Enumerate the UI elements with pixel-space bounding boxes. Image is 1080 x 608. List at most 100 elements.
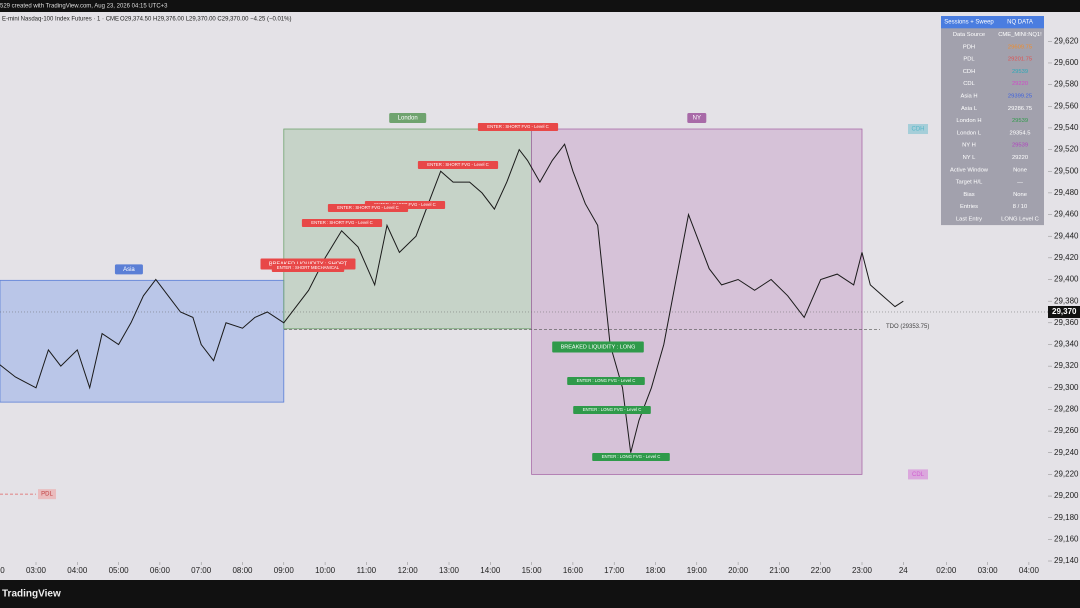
x-tick-label: 08:00 bbox=[232, 566, 253, 575]
level-label: CDL bbox=[912, 472, 925, 478]
table-head-bg bbox=[941, 16, 1044, 29]
x-tick-label: 24 bbox=[899, 566, 908, 575]
x-tick-label: 16:00 bbox=[563, 566, 584, 575]
table-value: 29539 bbox=[1012, 69, 1028, 75]
session-label: NY bbox=[693, 116, 701, 122]
x-tick-label: 12:00 bbox=[398, 566, 419, 575]
session-box bbox=[283, 128, 532, 330]
level-tag bbox=[908, 124, 928, 135]
table-value: 29220 bbox=[1012, 81, 1028, 87]
y-tick-label: 29,460 bbox=[1054, 210, 1079, 219]
x-tick-label: 09:00 bbox=[274, 566, 295, 575]
x-tick-label: 02:00 bbox=[936, 566, 957, 575]
table-key: Bias bbox=[963, 192, 974, 198]
x-tick-label: 23:00 bbox=[852, 566, 873, 575]
table-key: PDL bbox=[963, 57, 975, 63]
signal-tag bbox=[417, 161, 499, 169]
signal-tag bbox=[567, 377, 645, 385]
y-tick-label: 29,600 bbox=[1054, 58, 1079, 67]
table-value: None bbox=[1013, 167, 1027, 173]
signal-label: ENTER : SHORT MECHANICAL bbox=[277, 265, 340, 270]
table-key: Data Source bbox=[953, 32, 985, 38]
bottom-bar bbox=[0, 580, 1080, 608]
table-value: — bbox=[1017, 180, 1023, 186]
table-value: 29539 bbox=[1012, 143, 1028, 149]
y-tick-label: 29,220 bbox=[1054, 470, 1079, 479]
session-tag bbox=[687, 113, 707, 124]
x-tick-label: 20:00 bbox=[728, 566, 749, 575]
session-tag bbox=[114, 264, 143, 275]
y-tick-label: 29,440 bbox=[1054, 231, 1079, 240]
signal-tag bbox=[477, 123, 559, 131]
signal-label: ENTER : SHORT FVG - Level C bbox=[427, 162, 488, 167]
caption: 529 created with TradingView.com, Aug 23… bbox=[0, 4, 168, 10]
brand: TradingView bbox=[2, 589, 61, 600]
x-tick-label: 13:00 bbox=[439, 566, 460, 575]
level-label: PDL bbox=[41, 492, 53, 498]
table-key: PDH bbox=[963, 44, 975, 50]
y-tick-label: 29,200 bbox=[1054, 491, 1079, 500]
level-label: TDO (29353.75) bbox=[886, 324, 929, 330]
x-tick-label: 11:00 bbox=[357, 566, 377, 575]
y-tick-label: 29,480 bbox=[1054, 188, 1079, 197]
table-value: 29399.25 bbox=[1008, 93, 1032, 99]
table-key: Target H/L bbox=[956, 180, 984, 186]
table-header: Sessions + Sweep bbox=[944, 20, 994, 26]
y-tick-label: 29,380 bbox=[1054, 296, 1079, 305]
session-tag bbox=[389, 113, 427, 124]
x-tick-label: 22:00 bbox=[811, 566, 832, 575]
table-value: CME_MINI:NQ1! bbox=[998, 32, 1042, 38]
y-tick-label: 29,300 bbox=[1054, 383, 1079, 392]
y-tick-label: 29,580 bbox=[1054, 80, 1079, 89]
table-key: Last Entry bbox=[956, 216, 982, 222]
x-tick-label: 04:00 bbox=[67, 566, 88, 575]
signal-tag bbox=[573, 406, 651, 414]
info-table: Sessions + Sweep NQ DATA Data Source CME_MI… bbox=[941, 16, 1044, 226]
table-key: Entries bbox=[960, 204, 978, 210]
table-value: 29609.75 bbox=[1008, 44, 1032, 50]
table-key: NY L bbox=[963, 155, 977, 161]
x-tick-label: 07:00 bbox=[191, 566, 212, 575]
signal-label: ENTER : SHORT FVG - Level C bbox=[487, 124, 548, 129]
plot: Asia London NY 29,140 29,160 29,180 29,200 29,2… bbox=[0, 36, 1080, 575]
y-tick-label: 29,520 bbox=[1054, 145, 1079, 154]
table-key: London H bbox=[956, 118, 981, 124]
x-tick-label: 17:00 bbox=[604, 566, 625, 575]
table-value: 29354.5 bbox=[1010, 130, 1031, 136]
signal-tag bbox=[271, 264, 345, 272]
last-price-tag bbox=[1048, 305, 1080, 318]
y-tick-label: 29,620 bbox=[1054, 36, 1079, 45]
table-key: CDL bbox=[963, 81, 975, 87]
price-line bbox=[0, 143, 904, 453]
table-header: NQ DATA bbox=[1007, 20, 1033, 26]
last-price-label: 29,370 bbox=[1052, 307, 1077, 316]
signal-tag bbox=[327, 204, 409, 212]
x-tick-label: 14:00 bbox=[480, 566, 501, 575]
table-value: 29286.75 bbox=[1008, 106, 1032, 112]
y-tick-label: 29,260 bbox=[1054, 426, 1079, 435]
table-value: 29539 bbox=[1012, 118, 1028, 124]
signal-label: ENTER : SHORT FVG - Level C bbox=[311, 220, 372, 225]
y-tick-label: 29,280 bbox=[1054, 405, 1079, 414]
level-label: CDH bbox=[912, 127, 925, 133]
level-tag bbox=[38, 489, 56, 500]
session-box bbox=[531, 128, 863, 475]
table-value: 8 / 10 bbox=[1013, 204, 1028, 210]
y-tick-label: 29,420 bbox=[1054, 253, 1079, 262]
signal-label: ENTER : SHORT FVG - Level C bbox=[337, 205, 398, 210]
signal-tag bbox=[592, 453, 670, 461]
level-tag bbox=[908, 469, 928, 480]
x-tick-label: 04:00 bbox=[1019, 566, 1040, 575]
session-label: Asia bbox=[123, 267, 135, 273]
x-tick-label: 21:00 bbox=[769, 566, 790, 575]
y-tick-label: 29,240 bbox=[1054, 448, 1079, 457]
x-tick-label: 18:00 bbox=[645, 566, 666, 575]
table-key: CDH bbox=[963, 69, 976, 75]
x-tick-label: 10:00 bbox=[315, 566, 336, 575]
x-tick-label: 02:00 bbox=[0, 566, 5, 575]
table-key: Asia H bbox=[960, 93, 977, 99]
ohlc: O29,374.50 H29,376.00 L29,370.00 C29,370… bbox=[120, 17, 291, 23]
session-box bbox=[0, 279, 285, 403]
